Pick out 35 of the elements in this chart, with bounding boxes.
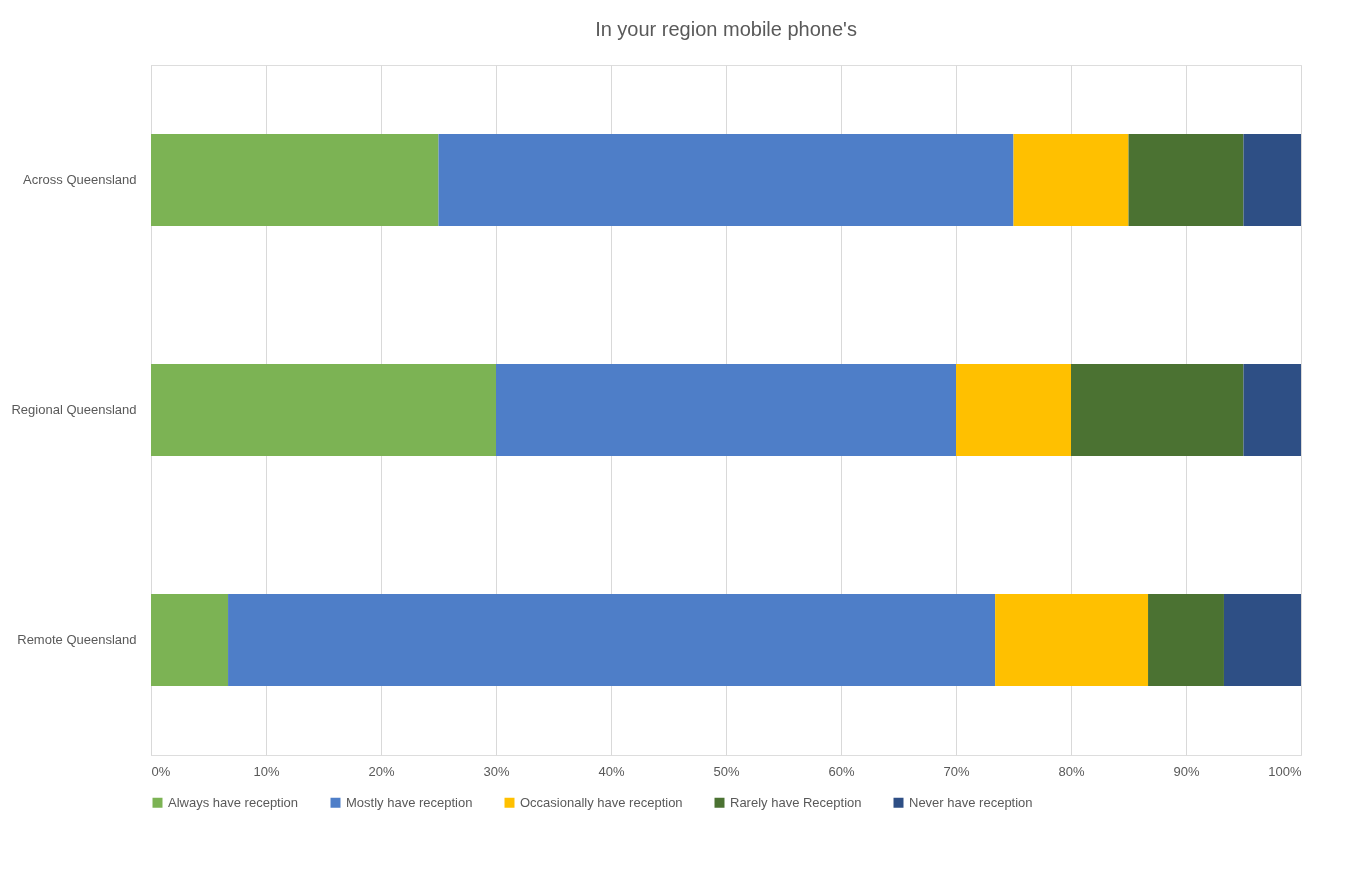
x-tick-label: 20% bbox=[368, 763, 395, 779]
bar bbox=[1013, 134, 1129, 226]
x-tick-label: 30% bbox=[483, 763, 510, 779]
x-tick-label: 40% bbox=[598, 763, 625, 779]
x-tick-label: 100% bbox=[1268, 763, 1302, 779]
bar bbox=[1128, 134, 1244, 226]
y-tick-label: Remote Queensland bbox=[17, 632, 137, 647]
x-tick-label: 60% bbox=[828, 763, 855, 779]
bar bbox=[438, 134, 1014, 226]
bar bbox=[1223, 594, 1301, 686]
legend-label: Never have reception bbox=[909, 794, 1033, 810]
legend-label: Always have reception bbox=[168, 794, 299, 810]
x-tick-label: 50% bbox=[713, 763, 740, 779]
bar bbox=[151, 134, 439, 226]
bar bbox=[1148, 594, 1224, 686]
chart-title: In your region mobile phone's bbox=[595, 18, 857, 40]
bar bbox=[496, 364, 956, 456]
bar bbox=[1243, 134, 1301, 226]
legend-label: Occasionally have reception bbox=[520, 794, 683, 810]
y-tick-label: Across Queensland bbox=[23, 172, 137, 187]
legend-label: Mostly have reception bbox=[346, 794, 473, 810]
bar bbox=[995, 594, 1149, 686]
x-tick-label: 0% bbox=[151, 763, 171, 779]
bar bbox=[1243, 364, 1301, 456]
legend-label: Rarely have Reception bbox=[730, 794, 862, 810]
bar bbox=[151, 364, 496, 456]
bar bbox=[956, 364, 1071, 456]
x-tick-label: 90% bbox=[1173, 763, 1200, 779]
x-tick-label: 80% bbox=[1058, 763, 1085, 779]
bar bbox=[228, 594, 996, 686]
x-tick-label: 70% bbox=[943, 763, 970, 779]
bar bbox=[1071, 364, 1244, 456]
y-tick-label: Regional Queensland bbox=[11, 402, 137, 417]
x-tick-label: 10% bbox=[253, 763, 280, 779]
bar bbox=[151, 594, 229, 686]
